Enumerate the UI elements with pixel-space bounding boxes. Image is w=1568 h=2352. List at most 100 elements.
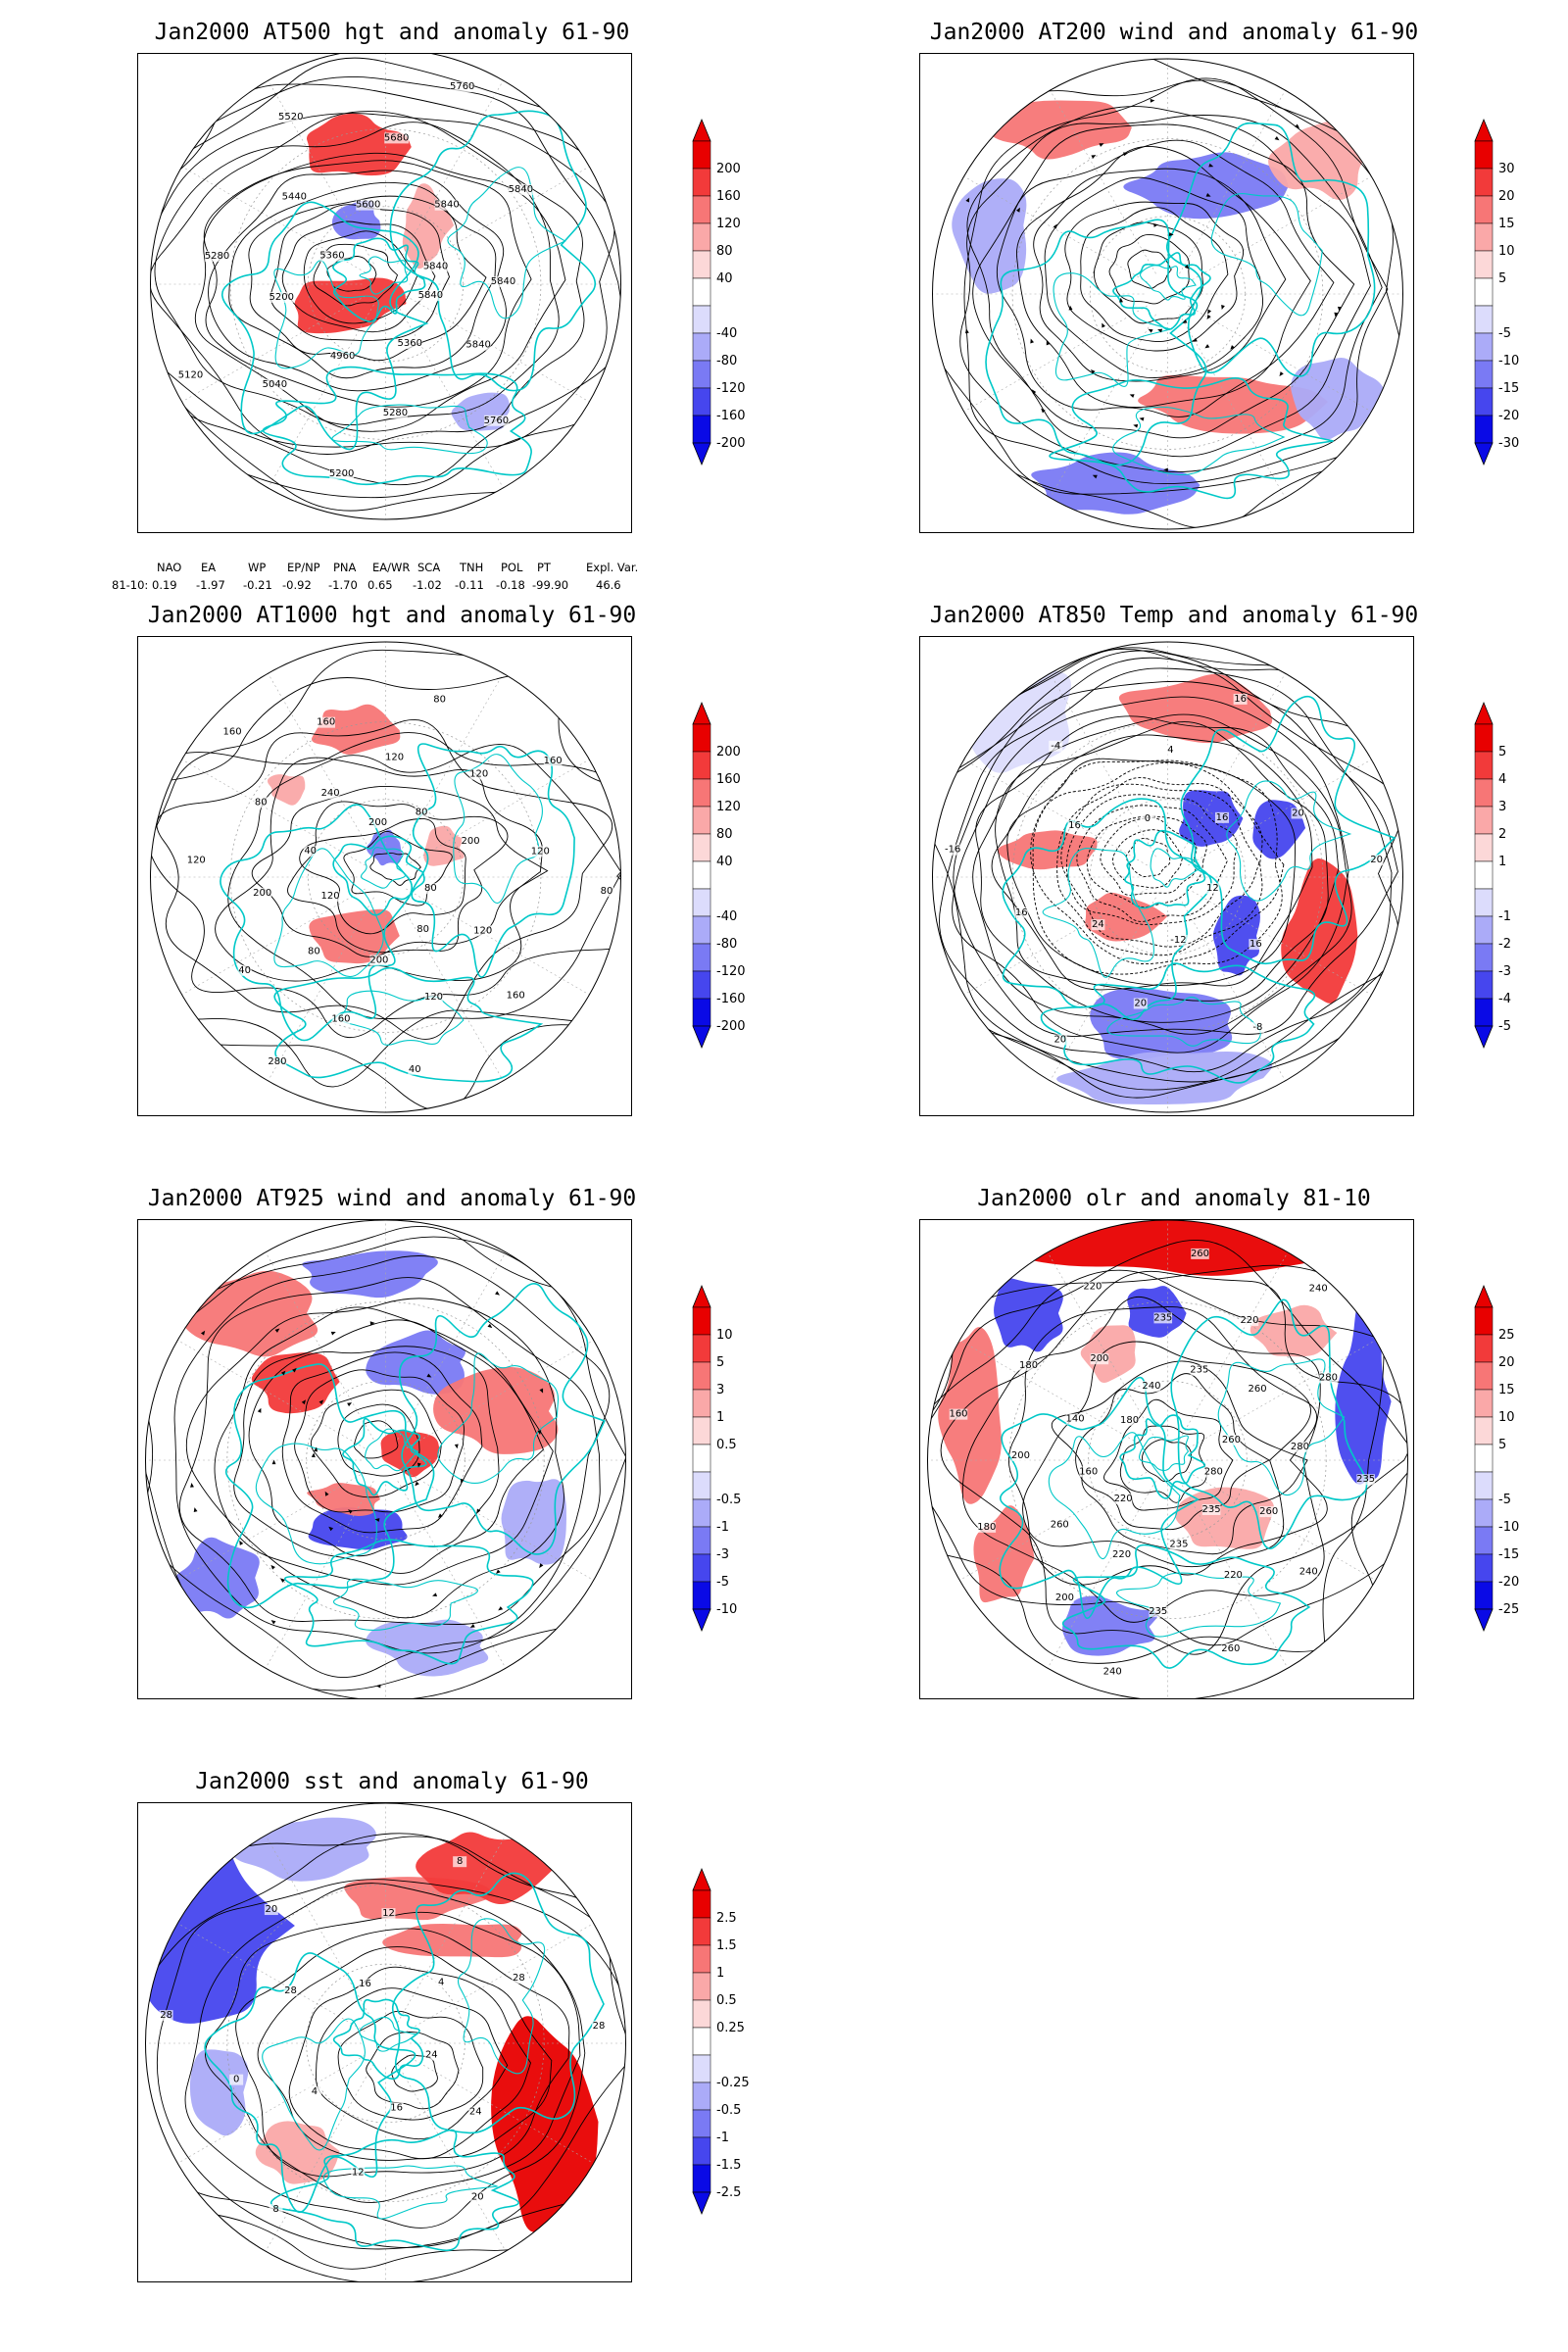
- colorbar-segment: [1474, 1389, 1494, 1418]
- colorbar-tick-label: 0.25: [716, 2021, 745, 2035]
- contour-label: 235: [1202, 1504, 1221, 1515]
- polar-map: 5840 5840 5760 5360 5280 5200 4960 5040 5120 5200…: [150, 54, 621, 520]
- colorbar: 10 5 3 1 0.5 -0.5 -1 -3 -5 -10: [681, 1284, 760, 1637]
- label-backing: [434, 199, 460, 211]
- contour-label: -12: [1170, 935, 1186, 946]
- colorbar-tick-label: -15: [1498, 1547, 1519, 1562]
- colorbar-svg: 5 4 3 2 1 -1 -2 -3 -4 -5: [1474, 701, 1511, 1050]
- panel-wind925: Jan2000 AT925 wind and anomaly 61-90 10 5…: [137, 1186, 764, 1735]
- contour-label: 5840: [466, 340, 490, 351]
- flow-arrow: [1206, 315, 1211, 319]
- colorbar-segment: [692, 1334, 711, 1363]
- meridian-line: [963, 888, 1148, 996]
- panel-hgt500: Jan2000 AT500 hgt and anomaly 61-90 5840…: [112, 20, 764, 598]
- latitude-circle: [229, 721, 542, 1033]
- flow-arrow: [1295, 123, 1300, 128]
- latitude-circle: [1008, 1300, 1327, 1620]
- colorbar-segment: [692, 250, 711, 279]
- contour-label: 280: [268, 1056, 286, 1067]
- colorbar-tick-label: -80: [716, 354, 737, 368]
- positive-anomaly: [416, 1832, 556, 1905]
- coastline-detail: [361, 847, 406, 889]
- contour-line: [1064, 201, 1244, 352]
- negative-anomaly: [994, 1278, 1063, 1352]
- negative-anomaly: [1031, 452, 1200, 514]
- contour-line: [1086, 815, 1207, 907]
- coastline: [1170, 1298, 1368, 1549]
- flow-arrow: [416, 1462, 421, 1468]
- contour-line: [940, 1270, 1408, 1655]
- coastline-detail: [447, 167, 566, 319]
- contour-label: 260: [1051, 1520, 1069, 1531]
- flow-arrow: [476, 1508, 481, 1514]
- label-backing: [1083, 1281, 1102, 1293]
- colorbar-tick-label: 15: [1498, 217, 1515, 231]
- contour-label: 20: [1054, 1034, 1066, 1045]
- colorbar-tick-label: -20: [1498, 1575, 1519, 1590]
- contour-label: 12: [382, 1908, 395, 1919]
- contour-label: 5520: [278, 112, 303, 122]
- contour-line: [1033, 168, 1287, 382]
- contour-label: 260: [1221, 1643, 1240, 1654]
- meridian-line: [1179, 90, 1286, 274]
- colorbar-tick-label: -3: [1498, 964, 1511, 979]
- meridian-line: [177, 2054, 366, 2164]
- label-backing: [473, 925, 493, 937]
- contour-label: 24: [1092, 919, 1104, 930]
- colorbar-tick-label: 30: [1498, 162, 1515, 176]
- coastline: [220, 804, 414, 1042]
- label-backing: [543, 755, 563, 766]
- flow-arrow: [1184, 264, 1190, 270]
- colorbar-segment: [692, 888, 711, 917]
- colorbar: 5 4 3 2 1 -1 -2 -3 -4 -5: [1463, 701, 1542, 1054]
- contour-line: [939, 667, 1393, 1073]
- meridian-line: [406, 295, 590, 403]
- colorbar-tick-label: -1: [1498, 909, 1511, 924]
- label-backing: [1222, 1434, 1241, 1446]
- negative-anomaly: [946, 643, 1071, 773]
- colorbar-segment: [1474, 860, 1494, 890]
- contour-line: [251, 785, 549, 957]
- label-backing: [278, 112, 304, 123]
- coastline-detail: [255, 1443, 377, 1565]
- positive-anomaly: [433, 1366, 559, 1454]
- label-backing: [1067, 819, 1082, 831]
- label-backing: [1190, 1364, 1209, 1376]
- meridian-line: [1188, 1340, 1376, 1449]
- coastline-detail: [1115, 1572, 1282, 1638]
- map-boundary: [927, 1220, 1408, 1698]
- label-backing: [269, 291, 294, 303]
- colorbar-segment: [1474, 332, 1494, 362]
- flow-arrow: [374, 1518, 380, 1522]
- map-boundary: [932, 58, 1403, 530]
- meridian-line: [268, 897, 374, 1081]
- coastline-detail: [262, 2018, 366, 2151]
- contour-label: -8: [1252, 1022, 1262, 1033]
- contour-label: 5280: [205, 251, 229, 262]
- flow-arrow: [1230, 345, 1235, 350]
- polar-map: 12 16 -8 -12 20 20 24 16 -16 16 -4 0 4 16 16 20 20: [932, 641, 1403, 1113]
- colorbar-tick-label: 10: [716, 1328, 733, 1343]
- flow-arrow: [454, 1444, 459, 1449]
- label-backing: [1215, 811, 1230, 823]
- colorbar-segment: [1474, 1334, 1494, 1363]
- meridian-line: [1179, 897, 1286, 1081]
- colorbar-segment: [692, 751, 711, 780]
- label-backing: [424, 992, 443, 1004]
- negative-anomaly: [1127, 1286, 1187, 1338]
- contour-label: 5200: [270, 292, 294, 303]
- colorbar-tick-label: 0.5: [716, 1438, 737, 1452]
- colorbar-segment: [1474, 1361, 1494, 1391]
- colorbar-tick-label: -5: [1498, 1493, 1511, 1507]
- colorbar-segment: [1474, 1416, 1494, 1446]
- contour-label: 16: [1068, 820, 1081, 831]
- map-frame: 80 120 160 80 120 40 200 160 280 80 40 120 200 120 40 8…: [137, 636, 632, 1116]
- contour-label: 80: [433, 695, 446, 706]
- contour-label: 200: [1055, 1592, 1074, 1603]
- flow-arrow: [239, 1540, 244, 1545]
- contour-label: 235: [1356, 1474, 1375, 1485]
- contour-label: 12: [352, 2167, 365, 2178]
- positive-anomaly: [251, 1352, 340, 1414]
- colorbar-arrow-top: [1474, 118, 1494, 142]
- contour-label: 28: [513, 1973, 525, 1984]
